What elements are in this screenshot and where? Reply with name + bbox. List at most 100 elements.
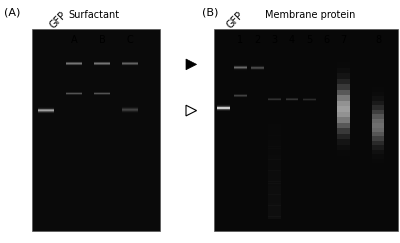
Bar [372, 114, 384, 119]
Bar [372, 141, 384, 145]
Bar [217, 110, 230, 111]
Bar [122, 107, 138, 108]
Bar [268, 212, 281, 214]
Text: 4: 4 [289, 35, 295, 45]
Bar [38, 105, 54, 106]
Bar [66, 63, 82, 64]
Bar [122, 108, 138, 109]
Bar [303, 102, 316, 103]
Bar [217, 113, 230, 114]
Bar [234, 95, 247, 96]
Bar [372, 145, 384, 150]
Bar [268, 186, 281, 188]
Bar [217, 109, 230, 110]
Bar [372, 96, 384, 101]
Bar [286, 101, 298, 102]
Bar [122, 105, 138, 106]
Bar [122, 65, 138, 66]
Bar [38, 106, 54, 107]
Bar [66, 61, 82, 62]
Bar [268, 210, 281, 212]
Bar [337, 106, 350, 112]
Text: C: C [127, 35, 133, 45]
Bar [234, 96, 247, 97]
Bar [372, 70, 384, 74]
Bar [251, 70, 264, 71]
Bar [268, 124, 281, 127]
Bar [234, 98, 247, 99]
Bar [234, 63, 247, 64]
Bar [372, 61, 384, 65]
Bar [38, 115, 54, 116]
Bar [217, 106, 230, 107]
Bar [66, 93, 82, 94]
Bar [234, 67, 247, 68]
Bar [251, 65, 264, 66]
Bar [66, 60, 82, 61]
Bar [94, 64, 110, 65]
Bar [217, 105, 230, 106]
Bar [268, 102, 281, 103]
Bar [66, 59, 82, 60]
Text: 6: 6 [323, 35, 330, 45]
Bar [94, 60, 110, 61]
Bar [268, 155, 281, 157]
Bar [268, 162, 281, 164]
Bar [217, 104, 230, 105]
Bar [94, 94, 110, 95]
Bar [251, 64, 264, 65]
Bar [268, 127, 281, 129]
Bar [268, 133, 281, 136]
Text: 5: 5 [306, 35, 312, 45]
Bar [122, 114, 138, 115]
Bar [38, 114, 54, 115]
Bar [268, 177, 281, 179]
Bar [372, 168, 384, 172]
Bar [94, 59, 110, 60]
Bar [122, 110, 138, 111]
Bar [217, 102, 230, 103]
Bar [372, 163, 384, 168]
Bar [337, 112, 350, 117]
Polygon shape [186, 59, 196, 70]
Bar [268, 175, 281, 177]
Bar [372, 181, 384, 185]
Bar [372, 177, 384, 181]
Bar [337, 40, 350, 46]
Bar [94, 66, 110, 67]
Bar [268, 146, 281, 149]
Bar [337, 117, 350, 123]
Bar [122, 116, 138, 117]
Bar [268, 98, 281, 99]
Bar [268, 216, 281, 219]
Bar [268, 203, 281, 206]
Bar [251, 67, 264, 68]
Bar [268, 173, 281, 175]
Bar [94, 93, 110, 94]
Bar [234, 65, 247, 66]
Bar [94, 67, 110, 68]
Bar [268, 116, 281, 118]
Bar [372, 87, 384, 92]
Bar [122, 64, 138, 65]
Bar [372, 128, 384, 132]
Bar [372, 172, 384, 177]
Text: A: A [71, 35, 77, 45]
Bar [122, 109, 138, 110]
Bar [234, 64, 247, 65]
Bar [94, 62, 110, 63]
Bar [337, 35, 350, 40]
Bar [268, 96, 281, 97]
Bar [337, 189, 350, 194]
Bar [251, 72, 264, 73]
Bar [268, 168, 281, 171]
Bar [251, 66, 264, 67]
Bar [372, 101, 384, 105]
Bar [268, 142, 281, 144]
Bar [38, 116, 54, 117]
Bar [217, 111, 230, 112]
Text: (B): (B) [202, 7, 218, 17]
Bar [251, 68, 264, 69]
Bar [66, 92, 82, 93]
Bar [94, 61, 110, 62]
